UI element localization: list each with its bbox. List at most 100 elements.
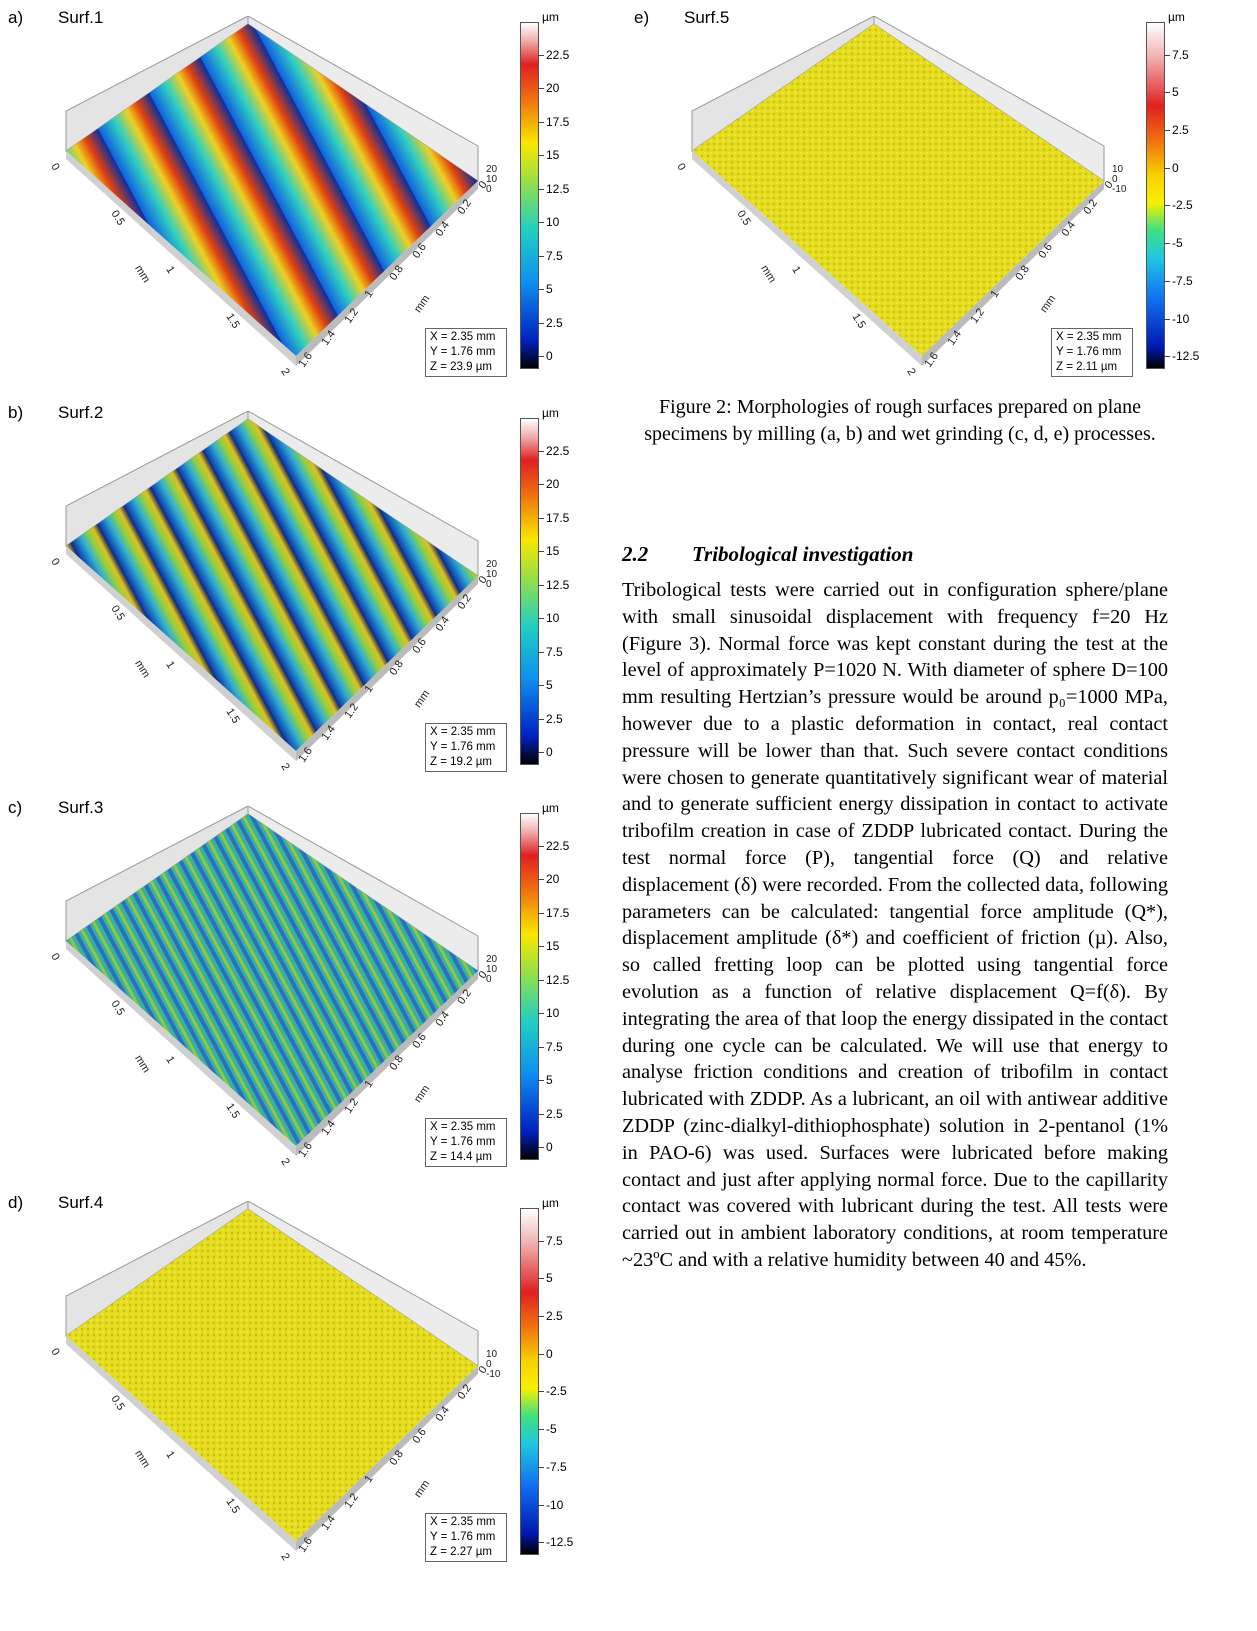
- panel-label: d): [8, 1193, 24, 1212]
- dimension-x: X = 2.35 mm: [430, 331, 496, 343]
- color-scale-tick: 7.5: [538, 248, 563, 263]
- color-scale-tick: -10: [537, 1497, 564, 1512]
- surface-3d-plot: [65, 16, 479, 366]
- dimension-z: Z = 14.4 µm: [430, 1151, 492, 1163]
- color-scale-tick: 2.5: [538, 1308, 563, 1323]
- dimensions-box: X = 2.35 mm Y = 1.76 mm Z = 2.11 µm: [1051, 328, 1133, 377]
- color-scale-tick: -7.5: [1164, 273, 1193, 288]
- dimensions-box: X = 2.35 mm Y = 1.76 mm Z = 14.4 µm: [425, 1118, 507, 1167]
- side-wall: [247, 411, 479, 577]
- color-scale-tick: 17.5: [537, 510, 570, 525]
- base-left-edge: [66, 1336, 296, 1551]
- color-scale-tick: 5: [538, 282, 553, 297]
- color-scale-unit: µm: [542, 406, 559, 420]
- panel-label: e): [634, 8, 650, 27]
- color-scale-unit: µm: [542, 10, 559, 24]
- color-scale-bar: [520, 22, 539, 369]
- color-scale-unit: µm: [542, 801, 559, 815]
- z-axis-tick: 0: [486, 974, 492, 985]
- surface-topography: [66, 814, 478, 1146]
- dimension-x: X = 2.35 mm: [1056, 331, 1122, 343]
- surface-panel-2: b) Surf.2 0 0.5 1 1.5 2 mm 1.6 1.4 1.2 1 0.8 0.6 0.4 0.…: [8, 403, 568, 783]
- dimension-x: X = 2.35 mm: [430, 726, 496, 738]
- color-scale-tick: 20: [537, 477, 560, 492]
- color-scale-tick: 10: [537, 611, 560, 626]
- surface-panel-3: c) Surf.3 0 0.5 1 1.5 2 mm 1.6 1.4 1.2 1 0.8 0.6 0.4 0.…: [8, 798, 568, 1178]
- color-scale-tick: 20: [537, 81, 560, 96]
- base-left-edge: [66, 941, 296, 1156]
- color-scale-tick: 22.5: [537, 838, 570, 853]
- dimension-x: X = 2.35 mm: [430, 1516, 496, 1528]
- color-scale-tick: -2.5: [538, 1384, 567, 1399]
- surface-3d-plot: [691, 16, 1105, 366]
- color-scale-tick: 2.5: [538, 711, 563, 726]
- surface-topography: [66, 1209, 478, 1541]
- color-scale-tick: 17.5: [537, 114, 570, 129]
- color-scale-tick: 7.5: [538, 1233, 563, 1248]
- back-wall: [65, 806, 249, 942]
- color-scale-tick: 15: [537, 544, 560, 559]
- panel-label: a): [8, 8, 24, 27]
- dimensions-box: X = 2.35 mm Y = 1.76 mm Z = 19.2 µm: [425, 723, 507, 772]
- color-scale-tick: 7.5: [1164, 47, 1189, 62]
- section-number: 2.2: [622, 542, 649, 566]
- color-scale-tick: 0: [538, 1346, 553, 1361]
- base-front-edge: [296, 576, 478, 761]
- z-axis-tick: 10: [486, 174, 498, 185]
- color-scale-tick: 17.5: [537, 905, 570, 920]
- back-wall: [65, 1201, 249, 1337]
- back-wall: [691, 16, 875, 152]
- z-axis-tick: 0: [486, 184, 492, 195]
- dimension-y: Y = 1.76 mm: [1056, 346, 1122, 358]
- z-axis-tick: 20: [486, 954, 498, 965]
- z-axis-tick: 0: [486, 579, 492, 590]
- color-scale-tick: 0: [538, 1140, 553, 1155]
- dimension-y: Y = 1.76 mm: [430, 1136, 496, 1148]
- color-scale-bar: [1146, 22, 1165, 369]
- dimension-z: Z = 19.2 µm: [430, 756, 492, 768]
- color-scale-tick: 20: [537, 872, 560, 887]
- z-axis-tick: -10: [486, 1369, 501, 1380]
- dimension-y: Y = 1.76 mm: [430, 741, 496, 753]
- z-axis-tick: 10: [486, 964, 498, 975]
- panel-label: c): [8, 798, 23, 817]
- z-axis-tick: 10: [486, 569, 498, 580]
- color-scale-tick: -2.5: [1164, 198, 1193, 213]
- figure-caption: Figure 2: Morphologies of rough surfaces…: [644, 396, 1156, 445]
- dimensions-box: X = 2.35 mm Y = 1.76 mm Z = 2.27 µm: [425, 1513, 507, 1562]
- color-scale-tick: 7.5: [538, 1039, 563, 1054]
- color-scale-tick: 2.5: [538, 1106, 563, 1121]
- color-scale-unit: µm: [542, 1196, 559, 1210]
- dimension-y: Y = 1.76 mm: [430, 346, 496, 358]
- z-axis-tick: 10: [1112, 164, 1124, 175]
- back-wall: [65, 16, 249, 152]
- base-left-edge: [66, 151, 296, 366]
- color-scale-tick: 7.5: [538, 644, 563, 659]
- dimensions-box: X = 2.35 mm Y = 1.76 mm Z = 23.9 µm: [425, 328, 507, 377]
- color-scale-tick: -5: [538, 1422, 557, 1437]
- color-scale-tick: 5: [538, 1073, 553, 1088]
- base-left-edge: [66, 546, 296, 761]
- color-scale-tick: 5: [1164, 85, 1179, 100]
- color-scale-tick: 10: [537, 1006, 560, 1021]
- panel-title: Surf.1: [58, 8, 104, 27]
- color-scale-tick: 22.5: [537, 443, 570, 458]
- color-scale-tick: -12.5: [1163, 349, 1200, 364]
- color-scale-tick: 22.5: [537, 47, 570, 62]
- z-axis-tick: 0: [486, 1359, 492, 1370]
- side-wall: [873, 16, 1105, 182]
- surface-panel-1: a) Surf.1 0 0.5 1 1.5 2 mm 1.6 1.4 1.2 1 0.8 0.6 0.4 0.…: [8, 8, 568, 388]
- panel-title: Surf.2: [58, 403, 104, 422]
- panel-title: Surf.3: [58, 798, 104, 817]
- color-scale-tick: 5: [538, 1271, 553, 1286]
- surface-3d-plot: [65, 806, 479, 1156]
- z-axis-tick: 0: [1112, 174, 1118, 185]
- color-scale-tick: 12.5: [537, 577, 570, 592]
- color-scale-tick: -5: [1164, 236, 1183, 251]
- side-wall: [247, 16, 479, 182]
- panel-title: Surf.4: [58, 1193, 104, 1212]
- surface-topography: [692, 24, 1104, 356]
- dimension-z: Z = 23.9 µm: [430, 361, 492, 373]
- color-scale-tick: 15: [537, 939, 560, 954]
- section-heading: 2.2 Tribological investigation: [622, 542, 913, 567]
